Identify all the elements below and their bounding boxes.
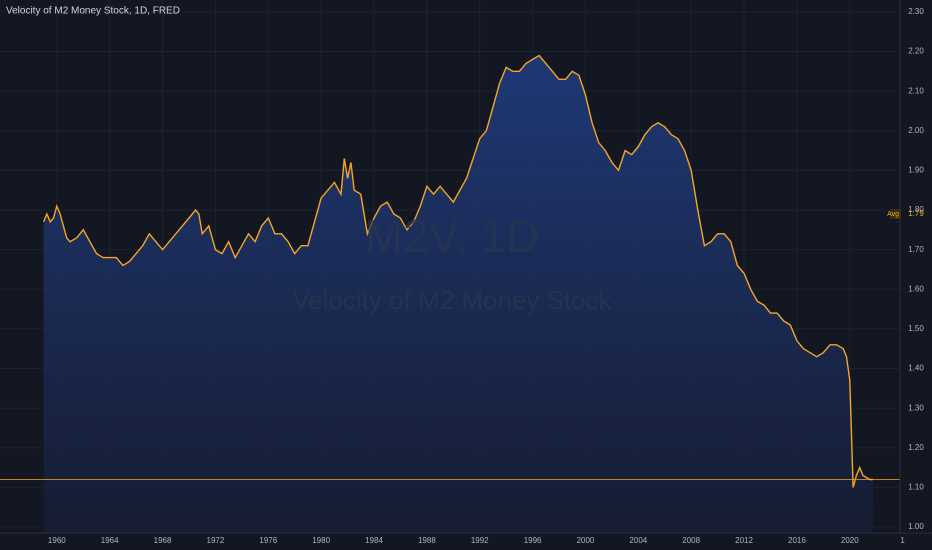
x-tick-label: 1960 [48,536,66,545]
y-tick-label: 1.90 [908,166,924,175]
y-tick-label: 1.20 [908,443,924,452]
x-tick-label: 2012 [735,536,753,545]
x-tick-label: 2008 [682,536,700,545]
y-tick-label: 1.40 [908,364,924,373]
y-tick-label: 1.50 [908,324,924,333]
x-tick-label: 1988 [418,536,436,545]
avg-label: Avg [887,211,899,218]
avg-value: 1.79 [908,209,924,218]
y-tick-label: 2.20 [908,47,924,56]
area [43,55,873,533]
y-tick-label: 1.80 [908,205,924,214]
y-tick-label: 1.10 [908,483,924,492]
x-tick-label: 1972 [207,536,225,545]
x-tick-label: 1992 [471,536,489,545]
avg-badge [890,208,901,219]
x-tick-label: 2000 [577,536,595,545]
y-tick-label: 2.30 [908,7,924,16]
x-tick-label: 2004 [629,536,647,545]
watermark: M2V, 1D [365,210,540,262]
line [42,54,873,488]
plot [0,54,900,533]
y-tick-label: 2.00 [908,126,924,135]
watermark-subtitle: Velocity of M2 Money Stock [292,285,612,315]
y-tick-label: 2.10 [908,86,924,95]
y-tick-label: 1.30 [908,403,924,412]
x-tick-label: 1976 [259,536,277,545]
x-tick-label: 1964 [101,536,119,545]
x-tick-label: 1 [900,536,905,545]
x-tick-label: 2020 [841,536,859,545]
chart-title: Velocity of M2 Money Stock, 1D, FRED [6,6,180,17]
x-tick-label: 1984 [365,536,383,545]
y-tick-label: 1.70 [908,245,924,254]
x-tick-label: 2016 [788,536,806,545]
x-tick-label: 1996 [524,536,542,545]
axes: 1.00 1.10 1.20 1.30 1.40 1.50 1.60 1.70 1.80 1.90… [48,7,924,545]
y-tick-label: 1.60 [908,284,924,293]
y-tick-label: 1.00 [908,522,924,531]
x-tick-label: 1980 [312,536,330,545]
x-tick-label: 1968 [154,536,172,545]
